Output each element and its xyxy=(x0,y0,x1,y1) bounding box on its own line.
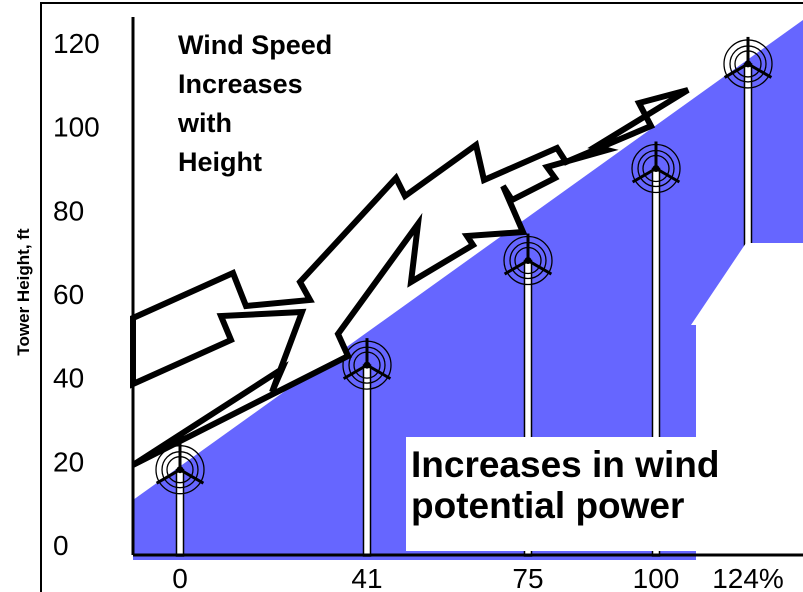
turbine-hub xyxy=(524,257,532,265)
power-label-box xyxy=(406,437,758,551)
wind-speed-line: Increases xyxy=(178,69,303,99)
x-tick-label: 41 xyxy=(351,563,382,592)
turbines xyxy=(155,36,773,495)
x-tick-label: 75 xyxy=(512,563,543,592)
turbine-blade xyxy=(179,468,205,485)
wind-speed-line: Wind Speed xyxy=(178,30,332,60)
turbine-tower xyxy=(362,364,372,557)
y-tick-label: 0 xyxy=(53,530,69,561)
y-ticks: 0 20 40 60 80 100 120 xyxy=(53,28,100,561)
y-tick-label: 40 xyxy=(53,363,84,394)
y-tick-label: 120 xyxy=(53,28,100,59)
y-tick-label: 100 xyxy=(53,112,100,143)
turbine-blade xyxy=(631,167,657,184)
turbine-hub xyxy=(744,60,752,68)
wind-speed-line: Height xyxy=(178,147,262,177)
x-tick-label: 124% xyxy=(712,563,784,592)
turbine-icon xyxy=(723,36,773,89)
turbine-hub xyxy=(176,466,184,474)
turbine-blade xyxy=(503,259,529,276)
turbine-icon xyxy=(342,338,392,390)
turbine-icon xyxy=(503,233,553,286)
power-line: Increases in wind xyxy=(411,444,719,485)
y-tick-label: 80 xyxy=(53,195,84,226)
wind-speed-annotation: Wind Speed Increases with Height xyxy=(177,30,340,177)
turbine-icon xyxy=(155,442,205,495)
y-axis-label: Tower Height, ft xyxy=(14,228,33,356)
chart-frame xyxy=(40,2,803,592)
turbine-blade xyxy=(527,259,553,276)
turbine-hub xyxy=(652,165,660,172)
turbine-blade xyxy=(747,62,773,79)
x-tick-label: 0 xyxy=(172,563,188,592)
power-line: potential power xyxy=(411,485,684,526)
turbine-hub xyxy=(363,361,371,369)
x-ticks: 0 41 75 100 124% xyxy=(172,563,784,592)
turbine-blade xyxy=(366,363,392,380)
turbine-blade xyxy=(155,468,181,485)
turbine-blade xyxy=(655,167,681,184)
power-annotation: Increases in wind potential power xyxy=(411,444,730,526)
turbine-icon xyxy=(631,141,681,194)
x-tick-label: 100 xyxy=(633,563,680,592)
wind-arrow-zigzag xyxy=(130,87,690,468)
y-tick-label: 60 xyxy=(53,279,84,310)
wind-speed-line: with xyxy=(177,108,232,138)
turbine-blade xyxy=(342,363,368,380)
y-tick-label: 20 xyxy=(53,446,84,477)
turbine-blade xyxy=(723,62,749,79)
